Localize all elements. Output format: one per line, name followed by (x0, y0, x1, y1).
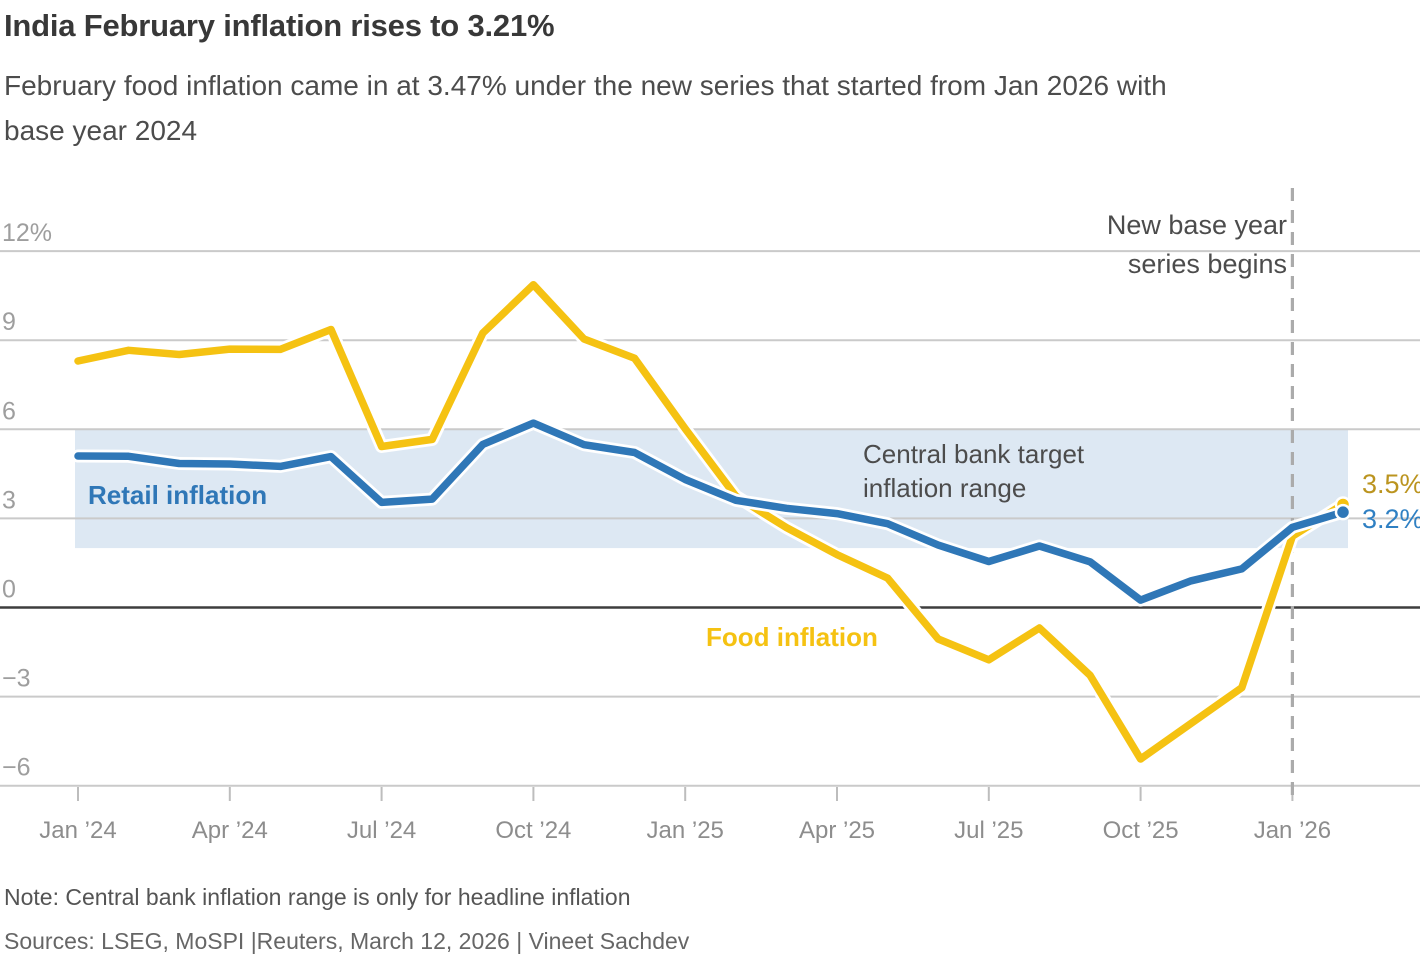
retail-endpoint-dot (1334, 503, 1352, 521)
y-axis-tick-label: −3 (2, 665, 31, 693)
food-inflation-line (74, 280, 1347, 763)
x-axis-tick-label: Jan ’25 (647, 817, 724, 844)
food-inflation-label: Food inflation (706, 622, 878, 652)
y-axis-tick-label: 12% (2, 219, 52, 247)
x-axis-tick-label: Jul ’25 (954, 817, 1023, 844)
x-axis-tick-label: Oct ’24 (495, 817, 571, 844)
new-base-year-annotation: New base year series begins (887, 206, 1287, 284)
page-subtitle-line1: February food inflation came in at 3.47%… (4, 70, 1167, 101)
x-axis-tick-label: Jan ’26 (1254, 817, 1331, 844)
x-axis-tick-label: Apr ’24 (192, 817, 268, 844)
target-band-label-line2: inflation range (863, 473, 1027, 503)
page-subtitle-line2: base year 2024 (4, 115, 198, 146)
retail-end-value-label: 3.2% (1362, 504, 1420, 534)
target-band-label-line1: Central bank target (863, 439, 1085, 469)
y-axis-tick-label: 9 (2, 308, 16, 336)
y-axis-tick-label: 3 (2, 486, 16, 514)
chart-sources: Sources: LSEG, MoSPI |Reuters, March 12,… (4, 928, 690, 954)
x-axis-tick-label: Apr ’25 (799, 817, 875, 844)
chart-note: Note: Central bank inflation range is on… (4, 884, 631, 910)
target-band-label: Central bank target inflation range (863, 437, 1183, 505)
new-base-year-annotation-line2: series begins (1127, 249, 1287, 279)
y-axis-tick-label: 6 (2, 397, 16, 425)
x-axis-tick-label: Oct ’25 (1103, 817, 1179, 844)
x-axis-tick-label: Jul ’24 (347, 817, 416, 844)
page-title: India February inflation rises to 3.21% (4, 8, 555, 43)
retail-inflation-line (74, 419, 1347, 604)
new-base-year-annotation-line1: New base year (1106, 210, 1287, 240)
retail-inflation-label: Retail inflation (88, 480, 268, 510)
y-axis-tick-label: −6 (2, 754, 31, 782)
y-axis-tick-label: 0 (2, 576, 16, 604)
x-axis-tick-label: Jan ’24 (39, 817, 116, 844)
food-end-value-label: 3.5% (1362, 469, 1420, 499)
